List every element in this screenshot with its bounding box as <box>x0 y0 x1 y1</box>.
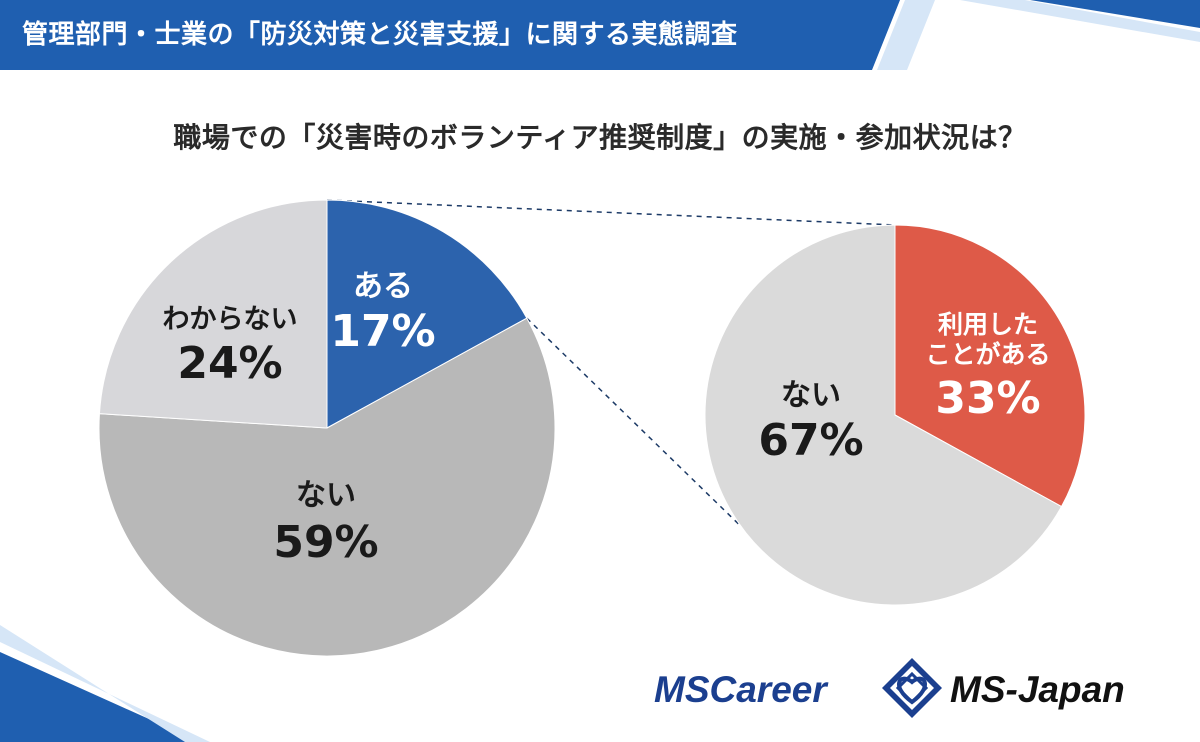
slice-value: 17% <box>330 306 435 357</box>
logo-msjapan: MS-Japan <box>950 669 1125 710</box>
pie-slice <box>894 224 1086 508</box>
slice-label: ない <box>296 478 356 513</box>
logo-mscareer: MSCareer <box>654 669 829 710</box>
slice-label: 利用したことがある <box>925 310 1050 369</box>
header-bar <box>0 0 900 70</box>
slice-label: ある <box>353 269 413 304</box>
pie-slice <box>98 199 328 429</box>
header-stripe-light <box>877 0 935 70</box>
slice-label: わからない <box>163 304 298 335</box>
slice-value: 59% <box>273 517 378 568</box>
pie-slice <box>98 317 556 657</box>
page-title: 管理部門・士業の「防災対策と災害支援」に関する実態調査 <box>22 20 738 50</box>
pie-slice <box>704 224 1063 606</box>
slice-label: ない <box>781 378 841 413</box>
slice-value: 33% <box>935 373 1040 424</box>
slice-value: 24% <box>177 338 282 389</box>
logo-diamond-icon <box>882 658 942 718</box>
slice-value: 67% <box>758 415 863 466</box>
pie-slice <box>326 199 528 429</box>
chart-question: 職場での「災害時のボランティア推奨制度」の実施・参加状況は？ <box>173 121 1027 154</box>
connector-line-top <box>326 199 896 226</box>
corner-stripe-top-light <box>960 0 1200 42</box>
corner-stripe-top <box>1030 0 1200 28</box>
